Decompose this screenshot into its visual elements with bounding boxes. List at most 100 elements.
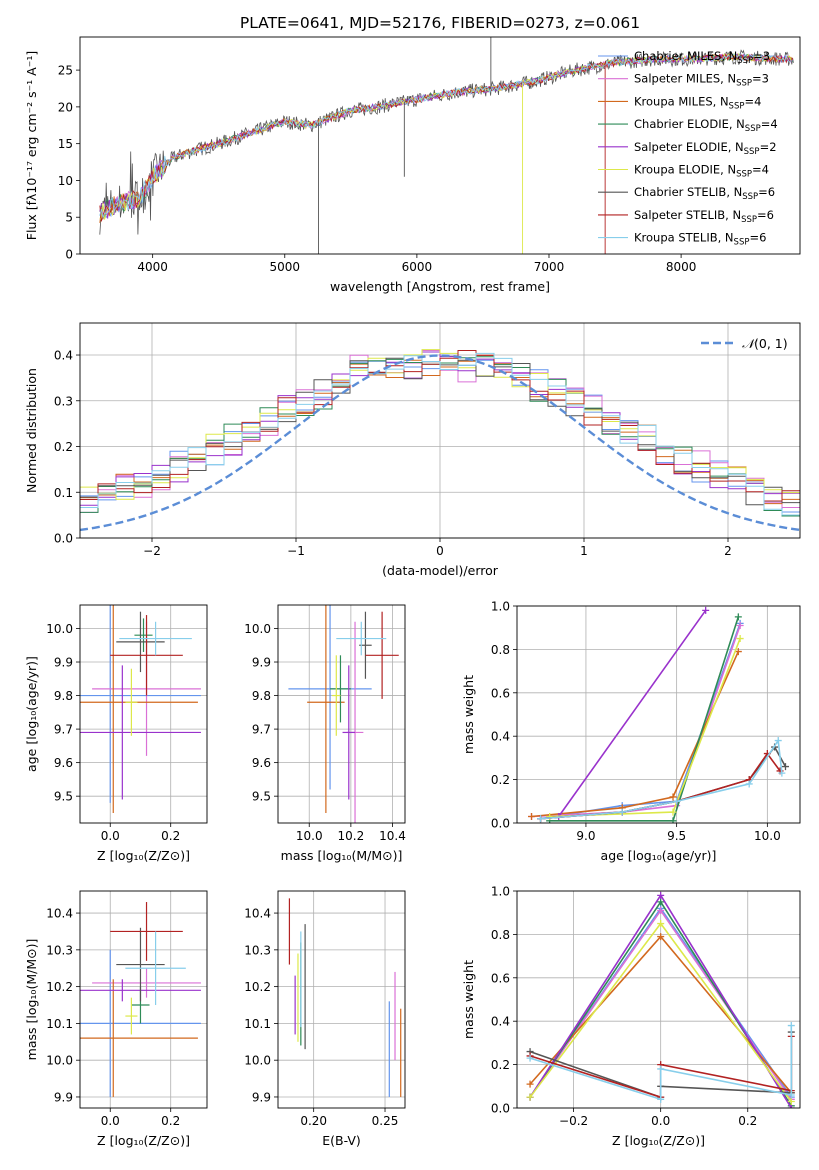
weight-marker-krou_stelib	[657, 1095, 665, 1103]
x-tick-label: −1	[287, 544, 305, 558]
x-tick-label: 9.5	[667, 829, 686, 843]
axes-age_vs_Z: 0.0 0.2 9.5 9.6 9.7 9.8 9.9 10.0 Z [log₁₀(Z/Z⊙)]…	[24, 604, 208, 863]
x-axis-label: E(B-V)	[322, 1133, 361, 1148]
legend-subscript: SSP	[744, 147, 760, 157]
legend-subscript: SSP	[736, 170, 752, 180]
x-tick-label: −2	[143, 544, 161, 558]
weight-marker-krou_stelib	[787, 1091, 795, 1099]
x-tick-label: 7000	[534, 260, 565, 274]
weight-marker-krou_stelib	[657, 1065, 665, 1073]
axes-age_vs_mass: 10.0 10.2 10.4 9.5 9.6 9.7 9.8 9.9 10.0 mass [log…	[244, 604, 406, 863]
weight-marker-salp_elodie	[787, 1104, 795, 1108]
axes-frame	[277, 890, 406, 1109]
x-tick-label: 10.0	[296, 829, 323, 843]
x-tick-label: 0	[436, 544, 444, 558]
legend-subscript: SSP	[734, 238, 750, 248]
x-axis-label: (data-model)/error	[382, 563, 499, 578]
axes-mass_vs_Z: 0.0 0.2 9.9 10.0 10.1 10.2 10.3 10.4 Z [log₁₀(Z/…	[24, 890, 208, 1148]
y-tick-label: 25	[58, 64, 73, 78]
y-tick-label: 9.6	[54, 756, 73, 770]
y-tick-label: 9.6	[252, 756, 271, 770]
y-tick-label: 0.8	[491, 643, 510, 657]
axes-frame	[277, 604, 406, 824]
y-tick-label: 10.4	[244, 907, 271, 921]
y-tick-label: 9.5	[54, 790, 73, 804]
axes-weight_vs_Z: −0.2 0.0 0.2 0.0 0.2 0.4 0.6 0.8 1.0 Z [log₁₀(Z/Z…	[461, 885, 801, 1148]
x-tick-label: 0.0	[101, 829, 120, 843]
weight-line-salp_elodie	[558, 609, 707, 817]
weight-marker-krou_miles	[526, 1080, 534, 1088]
legend-label-chab_stelib: Chabrier STELIB, NSSP=6	[634, 185, 775, 202]
y-axis-label: mass weight	[461, 960, 476, 1039]
y-tick-label: 9.8	[54, 689, 73, 703]
y-tick-label: 10.0	[46, 622, 73, 636]
x-tick-label: 9.0	[576, 829, 595, 843]
weight-marker-krou_miles	[734, 648, 742, 656]
y-tick-label: 9.7	[54, 723, 73, 737]
x-tick-label: −0.2	[559, 1114, 588, 1128]
x-tick-label: 4000	[137, 260, 168, 274]
plot-area-residual_hist	[80, 349, 800, 532]
y-tick-label: 0.8	[491, 928, 510, 942]
y-tick-label: 10.0	[244, 622, 271, 636]
x-tick-label: 0.0	[651, 1114, 670, 1128]
x-axis-label: Z [log₁₀(Z/Z⊙)]	[612, 1133, 705, 1148]
legend-spectrum: Chabrier MILES, NSSP=3 Salpeter MILES, NS…	[598, 49, 778, 248]
x-axis-label: wavelength [Angstrom, rest frame]	[330, 279, 550, 294]
y-tick-label: 10.0	[46, 1054, 73, 1068]
legend-label-krou_elodie: Kroupa ELODIE, NSSP=4	[634, 163, 769, 180]
y-tick-label: 9.9	[54, 656, 73, 670]
y-tick-label: 0.4	[491, 1015, 510, 1029]
legend-count: =3	[752, 72, 769, 86]
y-tick-label: 0.2	[54, 440, 73, 454]
plot-area-mass_vs_Z	[80, 902, 201, 1097]
weight-marker-krou_elodie	[657, 920, 665, 928]
y-tick-label: 5	[65, 211, 73, 225]
x-tick-label: 6000	[402, 260, 433, 274]
legend-label-gaussian-args: (0, 1)	[754, 336, 788, 351]
axes-frame-weight_vs_age: 9.0 9.5 10.0 0.0 0.2 0.4 0.6 0.8 1.0 age [log₁₀(a…	[461, 600, 801, 863]
legend-count: =2	[760, 140, 777, 154]
legend-label-chab_miles: Chabrier MILES, NSSP=3	[634, 49, 770, 66]
plot-area-age_vs_Z	[80, 605, 201, 813]
y-tick-label: 10.2	[46, 980, 73, 994]
weight-marker-krou_elodie	[546, 812, 554, 820]
y-tick-label: 9.9	[54, 1090, 73, 1104]
legend-count: =6	[758, 185, 775, 199]
y-tick-label: 9.5	[252, 790, 271, 804]
weight-marker-krou_elodie	[787, 1097, 795, 1105]
legend-count: =4	[752, 163, 769, 177]
legend-subscript: SSP	[729, 101, 745, 111]
x-axis-label: mass [log₁₀(M/M⊙)]	[281, 848, 403, 863]
legend-label-chab_elodie: Chabrier ELODIE, NSSP=4	[634, 117, 778, 134]
axes-mass_vs_ebv: 0.20 0.25 9.9 10.0 10.1 10.2 10.3 10.4 E(B-V)	[244, 890, 406, 1148]
legend-subscript: SSP	[745, 124, 761, 134]
weight-marker-krou_stelib	[618, 808, 626, 816]
y-tick-label: 1.0	[491, 885, 510, 899]
axes-frame-residual_hist: −2 −1 0 1 2 0.0 0.1 0.2 0.3 0.4 (data-model)/error…	[24, 322, 801, 578]
x-tick-label: 2	[724, 544, 732, 558]
x-axis-label: Z [log₁₀(Z/Z⊙)]	[97, 1133, 190, 1148]
weight-marker-chab_elodie	[734, 613, 742, 621]
legend-count: =3	[753, 49, 770, 63]
gaussian-reference-curve	[80, 354, 800, 532]
axes-frame	[79, 36, 801, 255]
weight-marker-krou_stelib	[787, 1022, 795, 1030]
y-axis-label: mass weight	[461, 675, 476, 754]
x-tick-label: 0.2	[738, 1114, 757, 1128]
axes-frame-spectrum: 4000 5000 6000 7000 8000 0 5 10 15 20 25 wavelength…	[24, 36, 801, 294]
y-axis-label: Normed distribution	[24, 368, 39, 493]
y-tick-label: 9.7	[252, 723, 271, 737]
weight-marker-krou_elodie	[669, 808, 677, 816]
axes-frame-mass_vs_ebv: 0.20 0.25 9.9 10.0 10.1 10.2 10.3 10.4 E(B-V)	[244, 890, 406, 1148]
legend-label-salp_miles: Salpeter MILES, NSSP=3	[634, 72, 769, 89]
legend-label-krou_stelib: Kroupa STELIB, NSSP=6	[634, 231, 766, 248]
y-tick-label: 9.9	[252, 656, 271, 670]
weight-marker-krou_stelib	[526, 1054, 534, 1062]
x-axis-label: Z [log₁₀(Z/Z⊙)]	[97, 848, 190, 863]
y-tick-label: 10.1	[46, 1017, 73, 1031]
axes-frame	[516, 605, 801, 824]
plot-area-mass_vs_ebv	[288, 898, 402, 1097]
y-tick-label: 10.3	[244, 943, 271, 957]
weight-line-salp_stelib	[540, 752, 781, 820]
